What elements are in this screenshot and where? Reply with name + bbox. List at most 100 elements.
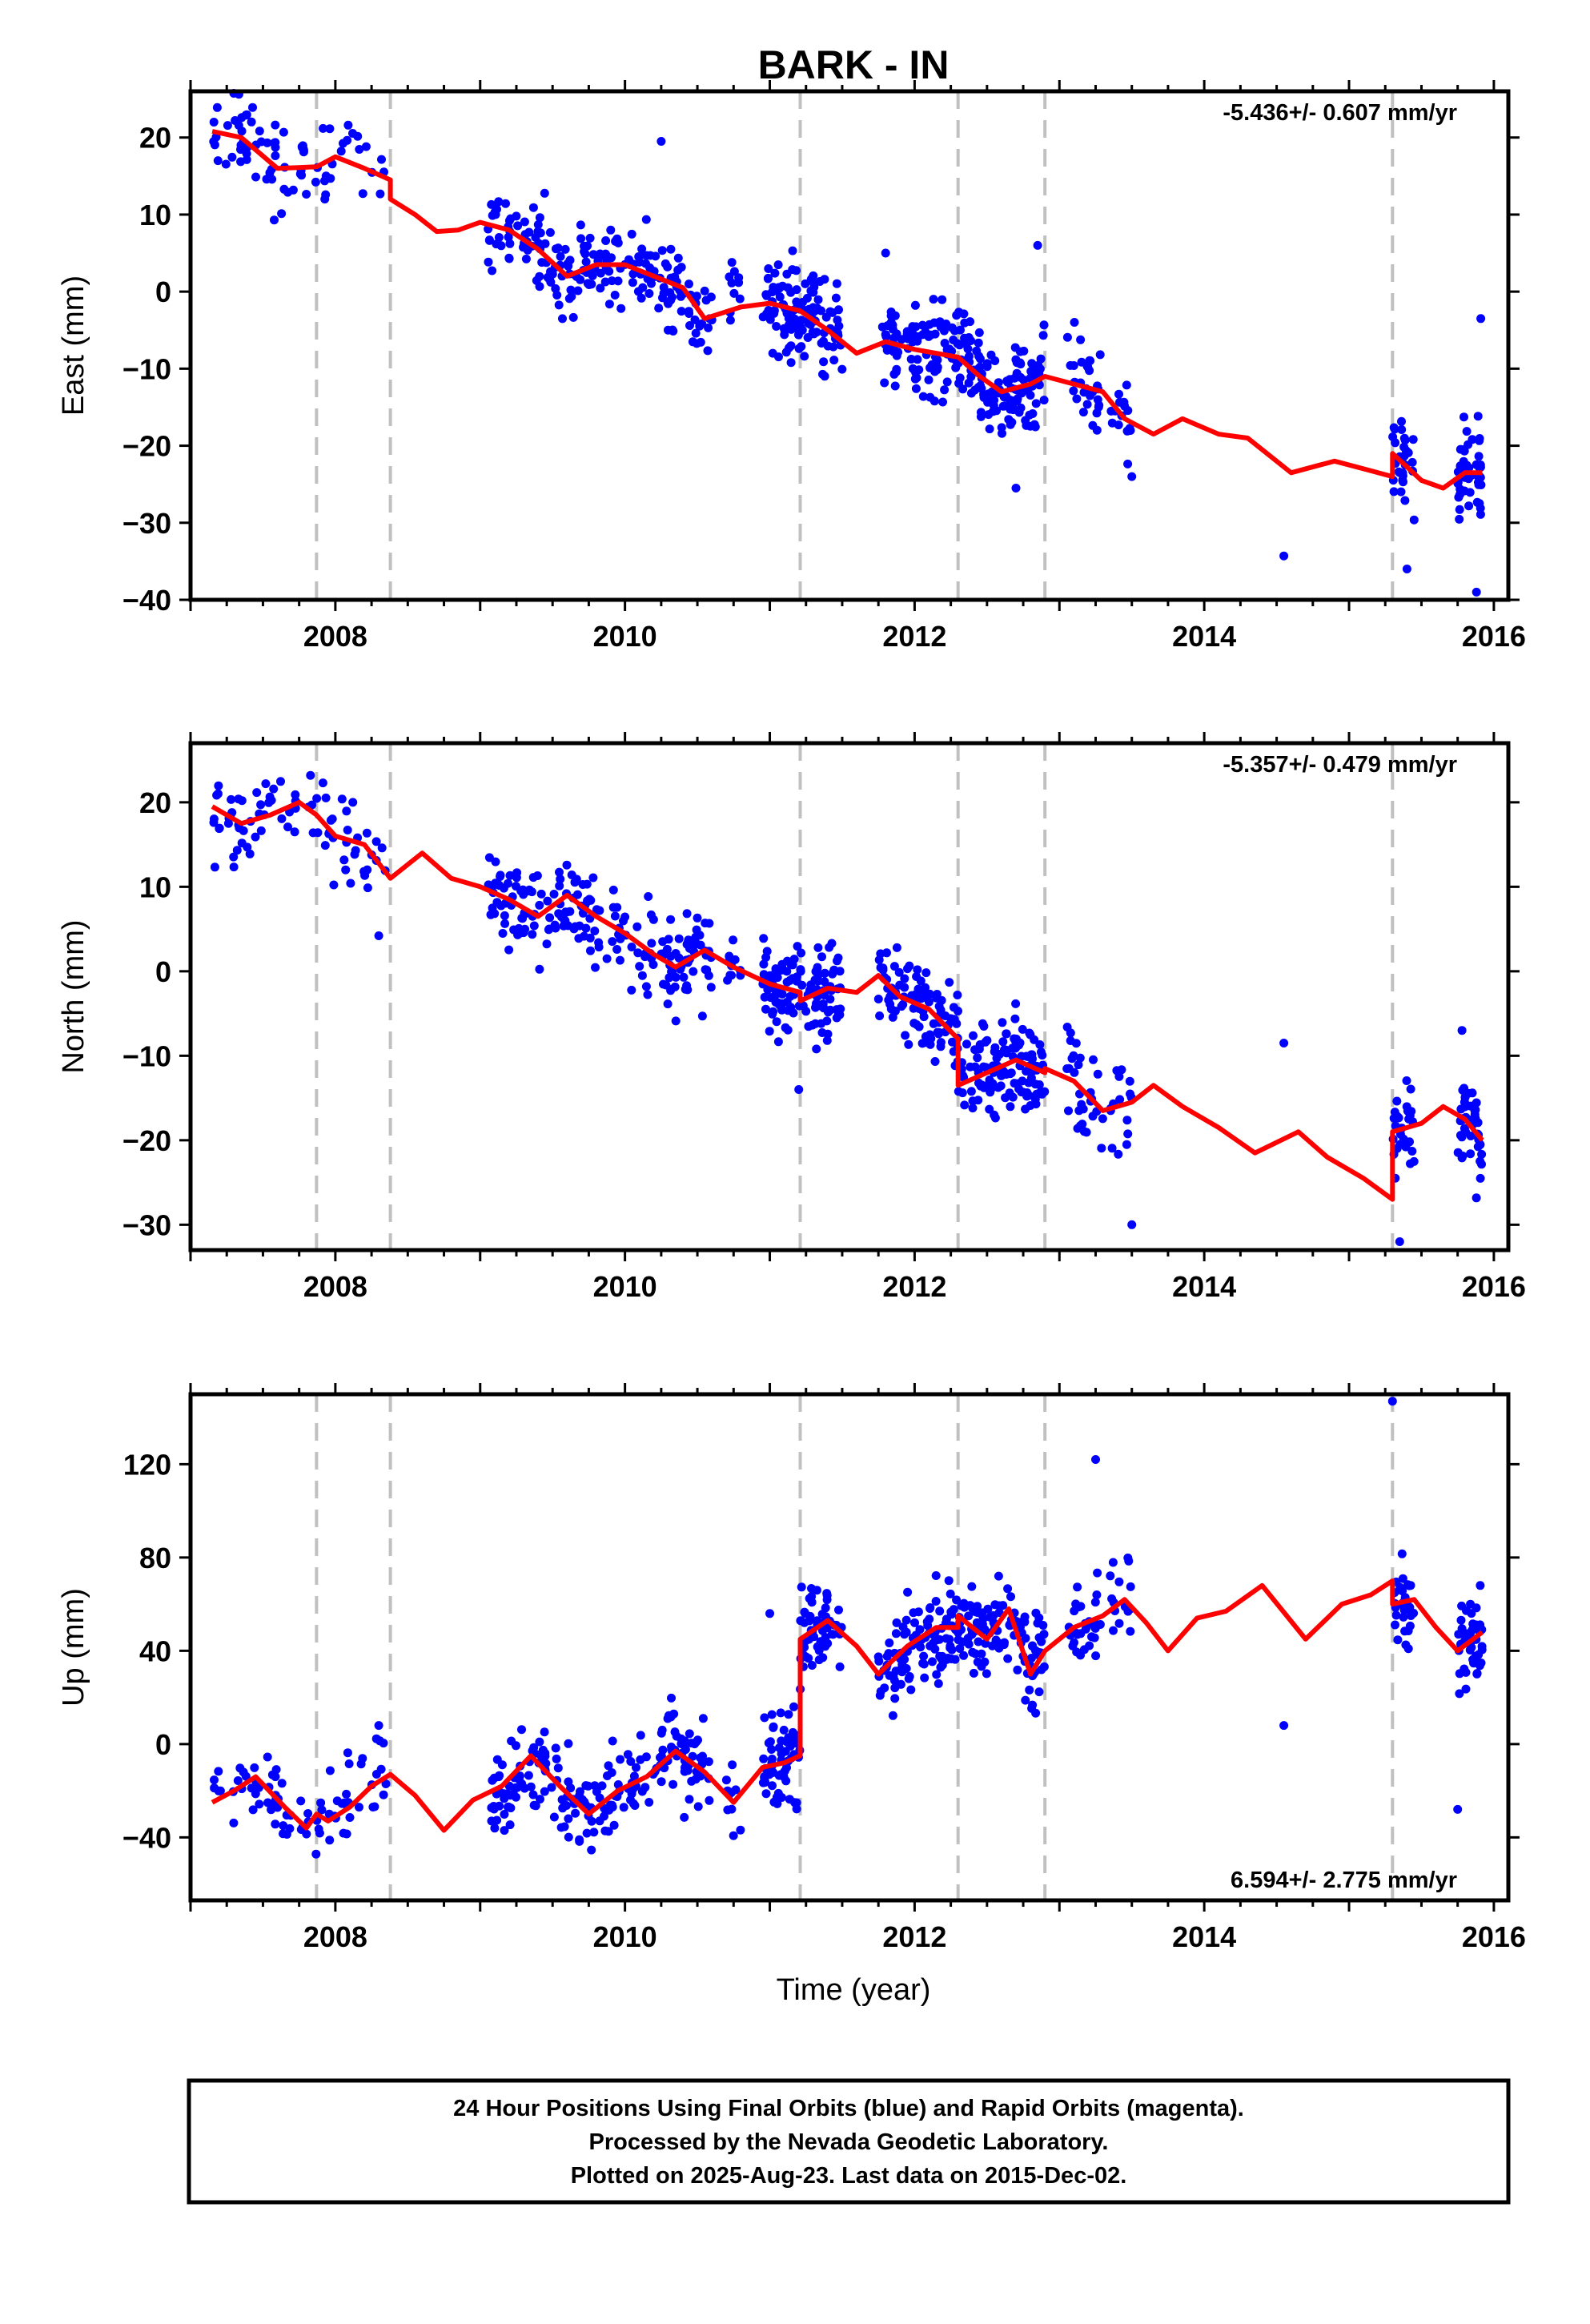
east-data-point bbox=[819, 357, 829, 367]
east-data-point bbox=[890, 381, 900, 391]
east-data-point bbox=[320, 195, 330, 204]
east-data-point bbox=[1391, 438, 1400, 448]
up-data-point bbox=[1472, 1669, 1482, 1678]
north-data-point bbox=[970, 1062, 980, 1072]
north-data-point bbox=[796, 965, 805, 975]
east-data-point bbox=[673, 253, 683, 263]
north-data-point bbox=[968, 1104, 978, 1113]
north-data-point bbox=[544, 925, 553, 935]
north-rate-label: -5.357+/- 0.479 mm/yr bbox=[1223, 752, 1457, 778]
north-data-point bbox=[1405, 1111, 1415, 1120]
north-data-point bbox=[1079, 1127, 1089, 1136]
east-data-point bbox=[1400, 496, 1410, 505]
up-data-point bbox=[1405, 1621, 1415, 1630]
up-data-point bbox=[906, 1685, 916, 1695]
north-data-point bbox=[647, 939, 656, 948]
north-data-point bbox=[1114, 1072, 1124, 1081]
up-data-point bbox=[342, 1789, 351, 1799]
footer-frame bbox=[187, 2078, 1511, 2205]
up-data-point bbox=[376, 1764, 386, 1774]
east-data-point bbox=[813, 295, 823, 304]
east-data-point bbox=[691, 328, 701, 338]
up-data-point bbox=[814, 1646, 824, 1655]
north-data-point bbox=[529, 921, 539, 931]
north-data-point bbox=[237, 838, 247, 848]
up-data-point bbox=[526, 1782, 536, 1791]
north-data-point bbox=[990, 1043, 1000, 1052]
north-data-point bbox=[341, 865, 351, 875]
up-data-point bbox=[1398, 1586, 1407, 1596]
east-data-point bbox=[688, 337, 697, 347]
north-y-tick-label: 20 bbox=[139, 786, 171, 819]
east-data-point bbox=[1476, 480, 1486, 489]
east-data-point bbox=[940, 339, 950, 348]
up-data-point bbox=[967, 1582, 977, 1591]
east-data-point bbox=[774, 283, 784, 292]
east-data-point bbox=[358, 189, 367, 199]
north-data-point bbox=[1107, 1144, 1117, 1153]
east-data-point bbox=[1474, 452, 1484, 461]
east-data-point bbox=[1408, 435, 1418, 444]
north-data-point bbox=[229, 852, 239, 862]
east-data-point bbox=[673, 265, 683, 275]
east-data-point bbox=[288, 185, 298, 195]
east-data-point bbox=[548, 269, 557, 279]
north-data-point bbox=[998, 1018, 1007, 1027]
east-data-point bbox=[1409, 515, 1419, 525]
up-axis-ticks: 2008 2010 2012 2014 2016 120 80 40 0 −40 bbox=[122, 1383, 1526, 1953]
north-data-point bbox=[725, 954, 734, 963]
east-model-curve bbox=[211, 129, 1483, 491]
up-data-point bbox=[608, 1800, 617, 1810]
east-data-point bbox=[496, 241, 506, 251]
north-data-point bbox=[966, 1087, 976, 1096]
up-data-point bbox=[1472, 1620, 1481, 1630]
up-data-point bbox=[529, 1800, 539, 1810]
up-data-point bbox=[248, 1805, 258, 1815]
up-data-point bbox=[332, 1796, 342, 1806]
up-data-point bbox=[1003, 1584, 1013, 1594]
east-data-point bbox=[974, 328, 984, 337]
up-data-point bbox=[919, 1651, 929, 1661]
up-data-point bbox=[271, 1819, 280, 1829]
up-data-point bbox=[1034, 1687, 1044, 1697]
up-data-point bbox=[325, 1766, 335, 1775]
north-data-point bbox=[555, 881, 564, 891]
up-data-point bbox=[1453, 1804, 1463, 1814]
east-data-point bbox=[279, 127, 288, 137]
up-data-point bbox=[279, 1829, 287, 1839]
north-data-point bbox=[833, 1008, 843, 1018]
north-data-point bbox=[921, 983, 930, 992]
north-data-point bbox=[958, 1071, 968, 1080]
east-data-point bbox=[1016, 360, 1026, 369]
up-data-point bbox=[1398, 1574, 1407, 1583]
east-data-point bbox=[960, 318, 970, 328]
east-data-point bbox=[209, 118, 219, 127]
east-data-point bbox=[613, 276, 623, 286]
up-data-point bbox=[931, 1571, 941, 1580]
up-data-point bbox=[488, 1775, 497, 1785]
east-data-point bbox=[734, 273, 744, 283]
east-plot-frame bbox=[188, 89, 1511, 602]
north-data-point bbox=[564, 921, 572, 931]
north-data-point bbox=[648, 915, 658, 924]
up-data-point bbox=[1467, 1642, 1476, 1652]
up-data-point bbox=[932, 1635, 942, 1645]
north-data-point bbox=[921, 968, 931, 978]
east-data-point bbox=[212, 103, 222, 112]
up-data-point bbox=[1090, 1633, 1099, 1642]
east-data-point bbox=[1473, 412, 1483, 421]
north-data-point bbox=[978, 1019, 987, 1028]
east-data-point bbox=[966, 388, 976, 398]
east-data-point bbox=[348, 129, 357, 138]
north-data-point bbox=[888, 1012, 897, 1022]
north-data-point bbox=[693, 913, 702, 923]
up-data-point bbox=[1461, 1684, 1471, 1694]
up-data-point bbox=[490, 1823, 500, 1833]
east-data-point bbox=[994, 378, 1003, 388]
east-data-point bbox=[263, 138, 272, 147]
east-data-point bbox=[610, 291, 620, 300]
north-data-point bbox=[1024, 1091, 1034, 1100]
north-data-point bbox=[215, 824, 224, 834]
north-data-point bbox=[1026, 1050, 1036, 1059]
